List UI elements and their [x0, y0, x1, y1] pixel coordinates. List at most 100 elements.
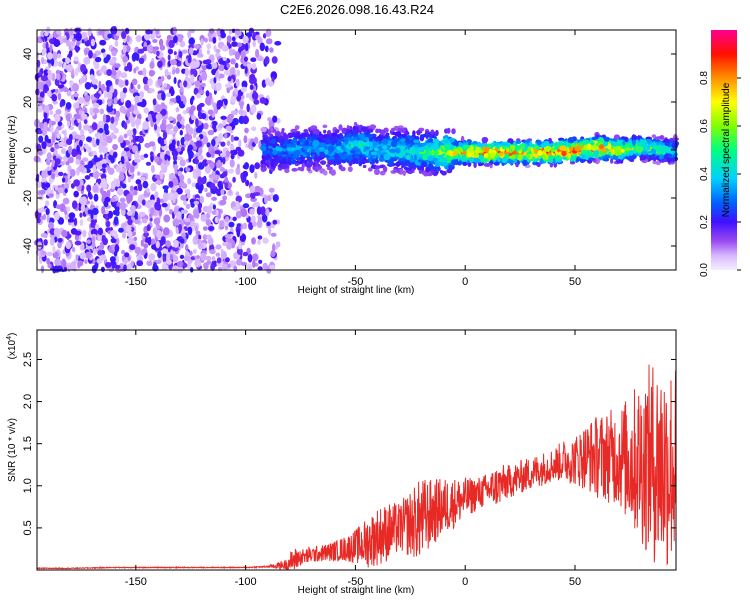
spectrogram-cell: [264, 195, 268, 205]
spectrogram-cell: [132, 110, 140, 115]
spectrogram-cell: [100, 158, 107, 165]
spectrogram-cell: [225, 125, 233, 132]
spectrogram-cell: [255, 34, 261, 41]
spectrogram-cell: [40, 265, 45, 274]
spectrogram-cell: [134, 158, 141, 163]
spectrogram-cell: [54, 113, 61, 123]
spectrogram-cell: [182, 263, 188, 268]
spectrogram-cell: [257, 235, 263, 240]
spectrogram-cell: [161, 202, 168, 208]
spectrogram-cell: [94, 56, 102, 63]
spectrogram-cell: [152, 39, 158, 43]
spectrogram-cell: [87, 217, 92, 222]
spectrogram-cell: [134, 152, 140, 160]
spectrogram-cell: [57, 238, 63, 243]
spectrogram-cell: [79, 212, 83, 218]
spectrogram-cell: [249, 208, 255, 215]
spectrogram-cell: [103, 123, 109, 132]
spectrogram-cell: [56, 72, 61, 81]
spectrogram-cell: [104, 262, 112, 268]
spectrogram-cell: [49, 110, 54, 115]
spectrogram-cell: [215, 82, 222, 91]
spectrogram-cell: [267, 129, 271, 136]
spectrogram-cell: [236, 163, 240, 169]
spectrogram-cell: [224, 132, 228, 139]
spectrogram-cell: [79, 252, 87, 260]
spectrogram-cell: [64, 188, 68, 194]
spectrogram-cell: [256, 112, 262, 120]
spectrogram-cell: [81, 31, 88, 39]
spectrogram-cell: [179, 159, 186, 167]
spectrogram-cell: [197, 53, 204, 58]
spectrogram-cell: [156, 259, 162, 264]
spectrogram-cell: [176, 211, 182, 219]
spectrogram-cell: [214, 216, 219, 223]
spectrogram-cell: [348, 161, 353, 167]
spectrogram-cell: [114, 244, 120, 253]
spectrogram-cell: [122, 55, 129, 63]
spectrogram-cell: [270, 232, 277, 237]
spectrogram-cell: [189, 108, 194, 115]
spectrogram-cell: [232, 117, 239, 126]
spectrogram-cell: [148, 141, 156, 147]
spectrogram-cell: [99, 182, 104, 188]
spectrogram-cell: [126, 211, 133, 216]
spectrogram-cell: [231, 36, 236, 42]
spectrogram-cell: [150, 207, 155, 216]
spectrogram-cell: [121, 31, 127, 39]
spectrogram-cell: [147, 78, 153, 86]
spectrogram-cell: [236, 69, 241, 77]
spectrogram-cell: [188, 154, 192, 163]
spectrogram-cell: [56, 132, 61, 139]
spectrogram-cell: [145, 161, 152, 166]
spectrogram-cell: [49, 44, 53, 53]
spectrogram-cell: [226, 63, 231, 69]
spectrogram-cell: [190, 67, 197, 77]
spectrogram-cell: [224, 182, 229, 189]
spectrogram-cell: [354, 136, 358, 141]
spectrogram-cell: [187, 144, 193, 151]
spectrogram-cell: [224, 83, 232, 88]
spectrogram-cell: [188, 37, 195, 46]
spectrogram-cell: [121, 249, 126, 255]
spectrogram-cell: [205, 96, 212, 106]
spectrogram-cell: [248, 265, 253, 270]
spectrogram-cell: [173, 164, 178, 170]
spectrogram-cell: [222, 56, 227, 62]
spectrogram-cell: [168, 39, 175, 49]
spectrogram-cell: [92, 164, 97, 173]
spectrogram-cell: [366, 129, 370, 136]
spectrogram-cell: [270, 193, 274, 199]
spectrogram-cell: [216, 257, 222, 264]
spectrogram-cell: [172, 246, 179, 252]
spectrogram-cell: [203, 122, 209, 130]
spectrogram-cell: [249, 77, 256, 85]
spectrogram-cell: [184, 67, 189, 77]
spectrogram-cell: [91, 122, 98, 131]
spectrogram-cell: [248, 92, 254, 101]
spectrogram-cell: [41, 182, 46, 190]
spectrogram-cell: [232, 206, 239, 211]
spectrogram-cell: [132, 52, 139, 61]
spectrogram-cell: [83, 119, 88, 125]
spectrogram-cell: [130, 104, 135, 113]
spectrogram-cell: [200, 214, 208, 222]
spectrogram-cell: [206, 49, 211, 55]
spectrogram-cell: [48, 193, 54, 198]
spectrogram-cell: [42, 121, 49, 131]
spectrogram-cell: [78, 122, 82, 131]
spectrogram-cell: [125, 100, 132, 109]
spectrogram-cell: [185, 167, 191, 173]
spectrogram-cell: [193, 44, 200, 49]
spectrogram-cell: [179, 129, 183, 136]
spectrogram-cell: [149, 217, 153, 222]
spectrogram-cell: [45, 41, 49, 51]
spectrogram-cell: [78, 164, 85, 173]
spectrogram-cell: [131, 78, 138, 86]
spectrogram-cell: [136, 260, 143, 267]
spectrogram-cell: [195, 127, 203, 134]
spectrogram-cell: [233, 252, 239, 260]
spectrogram-cell: [651, 134, 657, 139]
spectrogram-cell: [275, 241, 281, 248]
spectrogram-cell: [242, 203, 250, 209]
